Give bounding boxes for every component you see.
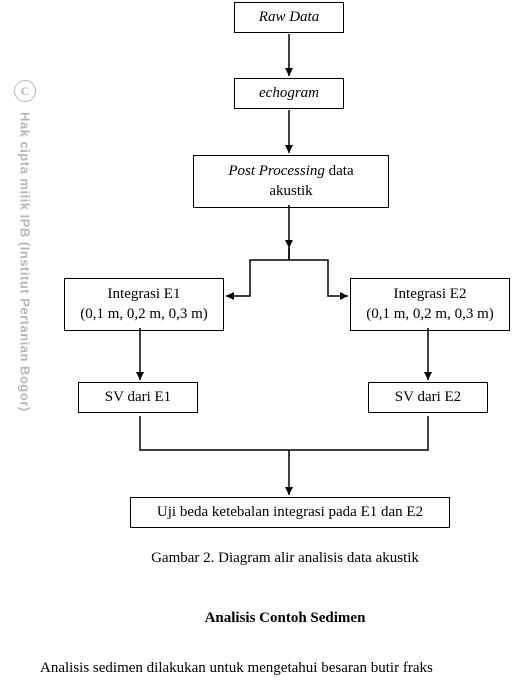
- section-heading: Analisis Contoh Sedimen: [50, 610, 520, 627]
- figure-caption-text: Gambar 2. Diagram alir analisis data aku…: [151, 550, 419, 566]
- body-paragraph: Analisis sedimen dilakukan untuk mengeta…: [10, 660, 526, 677]
- section-heading-text: Analisis Contoh Sedimen: [205, 610, 366, 626]
- figure-caption: Gambar 2. Diagram alir analisis data aku…: [50, 550, 520, 567]
- copyright-symbol: C: [21, 84, 30, 99]
- watermark-sidebar: C Hak cipta milik IPB (Institut Pertania…: [10, 80, 40, 550]
- watermark-text: Hak cipta milik IPB (Institut Pertanian …: [18, 112, 33, 412]
- copyright-icon: C: [14, 80, 36, 102]
- body-paragraph-text: Analisis sedimen dilakukan untuk mengeta…: [40, 660, 433, 676]
- flowchart-connectors: [50, 0, 520, 540]
